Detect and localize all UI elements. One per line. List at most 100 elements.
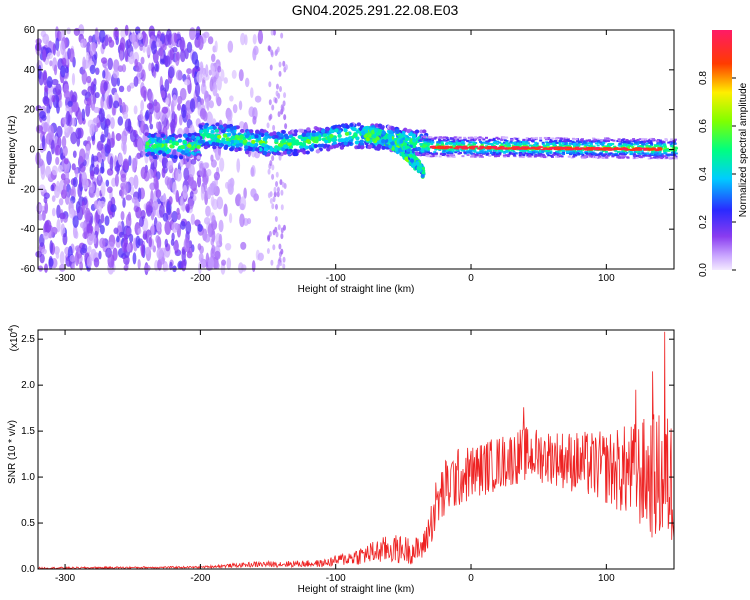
trace-blob [523,142,527,145]
trace-blob [608,153,612,156]
trace-blob [447,142,451,145]
peak-blob [648,149,653,151]
trace-blob [567,140,571,143]
trace-blob [418,154,422,157]
trace-blob [523,149,527,152]
snr-series-line [37,331,675,570]
noise-blob [250,166,255,177]
trace-blob [585,139,589,142]
trace-blob [254,134,259,139]
noise-blob [82,231,89,240]
trace-blob [521,156,525,159]
noise-blob [181,260,187,272]
trace-blob [183,133,188,138]
arc-blob [397,147,402,152]
trace-blob [210,133,216,138]
trace-blob [390,126,395,131]
trace-blob [532,151,536,154]
trace-blob [474,142,478,145]
trace-blob [478,140,482,143]
noise-blob [224,242,232,251]
trace-blob [466,140,470,143]
noise-blob [274,97,278,104]
noise-blob [276,186,280,193]
trace-blob [472,142,476,145]
trace-blob [611,147,615,150]
trace-blob [269,132,274,137]
arc-blob [415,161,420,166]
trace-blob [419,138,423,141]
noise-blob [200,82,207,95]
snr-scale-label: (x104) [8,325,20,352]
trace-blob [331,125,337,130]
noise-blob [227,40,234,53]
trace-blob [466,151,470,154]
trace-blob [524,152,528,155]
trace-blob [585,152,589,155]
trace-blob [569,142,573,145]
noise-blob [118,152,123,166]
noise-blob [183,237,190,253]
noise-blob [185,203,190,212]
trace-blob [158,150,163,155]
peak-blob [635,147,640,149]
noise-blob [116,235,120,243]
trace-blob [583,146,587,149]
noise-blob [277,260,281,267]
noise-blob [90,81,95,95]
trace-blob [656,157,660,160]
trace-blob [646,154,650,157]
noise-blob [109,156,114,171]
trace-blob [206,134,211,139]
noise-blob [55,83,62,96]
trace-blob [633,154,637,157]
arc-blob [395,128,400,133]
trace-blob [425,153,429,156]
noise-blob [215,262,220,270]
noise-blob [275,231,279,238]
noise-blob [268,81,272,88]
trace-blob [656,139,660,142]
trace-blob [606,154,610,157]
noise-blob [99,237,106,249]
trace-blob [446,138,450,141]
trace-blob [503,155,507,158]
trace-blob [604,155,608,158]
trace-blob [630,151,634,154]
trace-blob [452,148,456,151]
trace-blob [226,132,232,137]
trace-blob [281,129,286,134]
noise-blob [270,29,274,36]
trace-blob [494,149,498,152]
trace-blob [339,138,345,143]
noise-blob [51,165,58,176]
trace-blob [625,140,629,143]
noise-blob [137,259,141,270]
noise-blob [175,168,182,182]
trace-blob [320,129,326,134]
trace-blob [670,149,674,152]
noise-blob [100,133,106,143]
noise-blob [145,201,153,215]
trace-blob [641,145,645,148]
noise-blob [72,215,79,228]
trace-blob [516,142,520,145]
trace-blob [666,154,670,157]
noise-blob [88,182,95,194]
trace-blob [650,143,654,146]
noise-blob [62,183,67,196]
trace-blob [330,129,335,134]
trace-blob [597,141,601,144]
trace-blob [626,147,630,150]
noise-blob [49,60,53,67]
noise-blob [218,233,223,245]
noise-blob [79,221,87,229]
trace-blob [232,125,237,130]
trace-blob [293,129,299,134]
trace-blob [169,144,174,149]
noise-blob [197,223,203,232]
trace-blob [486,149,490,152]
noise-blob [122,197,126,208]
trace-blob [456,138,460,141]
trace-blob [628,140,632,143]
